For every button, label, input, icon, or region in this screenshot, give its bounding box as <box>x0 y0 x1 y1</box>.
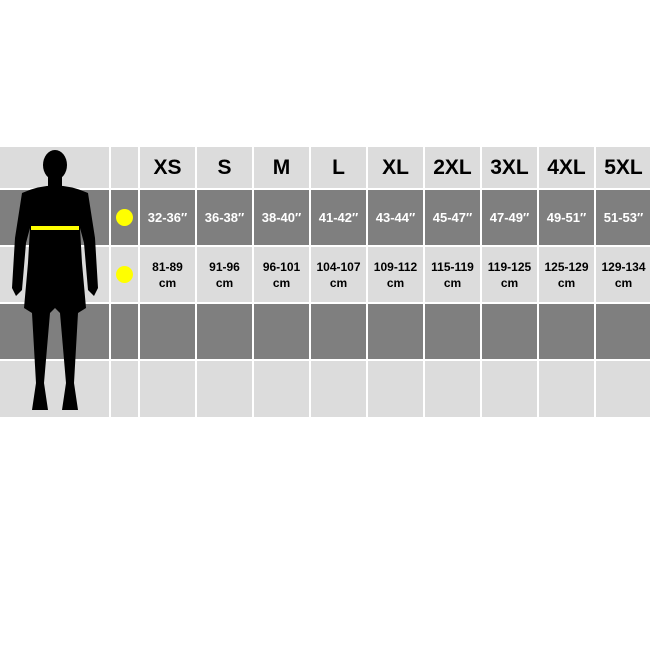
chest-inches: 41-42″ <box>311 190 366 245</box>
empty-cell <box>140 304 195 359</box>
chest-inches: 47-49″ <box>482 190 537 245</box>
size-header: L <box>311 147 366 188</box>
empty-cell <box>482 304 537 359</box>
marker-cell <box>111 361 138 417</box>
chest-inches: 36-38″ <box>197 190 252 245</box>
figure-cell <box>0 247 109 302</box>
cm-range: 81-89 <box>152 259 183 274</box>
cm-range: 109-112 <box>373 259 418 274</box>
cm-range: 119-125 <box>487 259 532 274</box>
size-header: XS <box>140 147 195 188</box>
chest-cm: 115-119 cm <box>425 247 480 302</box>
size-header: 2XL <box>425 147 480 188</box>
chest-cm: 91-96 cm <box>197 247 252 302</box>
figure-cell <box>0 190 109 245</box>
empty-cell <box>425 304 480 359</box>
cm-range: 129-134 <box>601 259 646 274</box>
empty-cell <box>596 361 650 417</box>
cm-unit: cm <box>557 275 576 290</box>
size-header: 3XL <box>482 147 537 188</box>
size-chart-table: XS S M L XL 2XL 3XL 4XL 5XL 32-36″ 36-38″ 38-40″ 41-… <box>0 147 650 417</box>
size-header: XL <box>368 147 423 188</box>
empty-cell <box>539 361 594 417</box>
empty-cell <box>596 304 650 359</box>
cm-range: 104-107 <box>316 259 361 274</box>
chest-inches: 49-51″ <box>539 190 594 245</box>
cm-unit: cm <box>215 275 234 290</box>
cm-range: 96-101 <box>262 259 301 274</box>
cm-unit: cm <box>500 275 519 290</box>
chest-inches: 43-44″ <box>368 190 423 245</box>
cm-unit: cm <box>272 275 291 290</box>
chest-cm: 96-101 cm <box>254 247 309 302</box>
size-header: M <box>254 147 309 188</box>
chest-cm: 109-112 cm <box>368 247 423 302</box>
empty-cell <box>482 361 537 417</box>
chest-cm: 129-134 cm <box>596 247 650 302</box>
chest-inches: 32-36″ <box>140 190 195 245</box>
size-header: 5XL <box>596 147 650 188</box>
empty-cell <box>311 304 366 359</box>
figure-cell <box>0 304 109 359</box>
chest-cm: 104-107 cm <box>311 247 366 302</box>
chest-cm: 125-129 cm <box>539 247 594 302</box>
yellow-dot-icon <box>116 266 133 283</box>
chest-cm: 119-125 cm <box>482 247 537 302</box>
chest-cm: 81-89 cm <box>140 247 195 302</box>
cm-unit: cm <box>158 275 177 290</box>
empty-cell <box>311 361 366 417</box>
chest-inches: 45-47″ <box>425 190 480 245</box>
marker-cell <box>111 304 138 359</box>
marker-cell <box>111 190 138 245</box>
empty-cell <box>140 361 195 417</box>
empty-cell <box>197 361 252 417</box>
size-header: S <box>197 147 252 188</box>
size-header: 4XL <box>539 147 594 188</box>
empty-cell <box>539 304 594 359</box>
cm-range: 125-129 <box>544 259 589 274</box>
marker-cell <box>111 147 138 188</box>
cm-unit: cm <box>329 275 348 290</box>
figure-cell <box>0 147 109 188</box>
empty-cell <box>368 304 423 359</box>
empty-cell <box>254 361 309 417</box>
empty-cell <box>368 361 423 417</box>
cm-range: 115-119 <box>431 259 474 274</box>
marker-cell <box>111 247 138 302</box>
cm-range: 91-96 <box>209 259 240 274</box>
figure-cell <box>0 361 109 417</box>
empty-cell <box>425 361 480 417</box>
cm-unit: cm <box>614 275 633 290</box>
cm-unit: cm <box>386 275 405 290</box>
chest-inches: 51-53″ <box>596 190 650 245</box>
cm-unit: cm <box>443 275 462 290</box>
chest-inches: 38-40″ <box>254 190 309 245</box>
empty-cell <box>254 304 309 359</box>
empty-cell <box>197 304 252 359</box>
yellow-dot-icon <box>116 209 133 226</box>
